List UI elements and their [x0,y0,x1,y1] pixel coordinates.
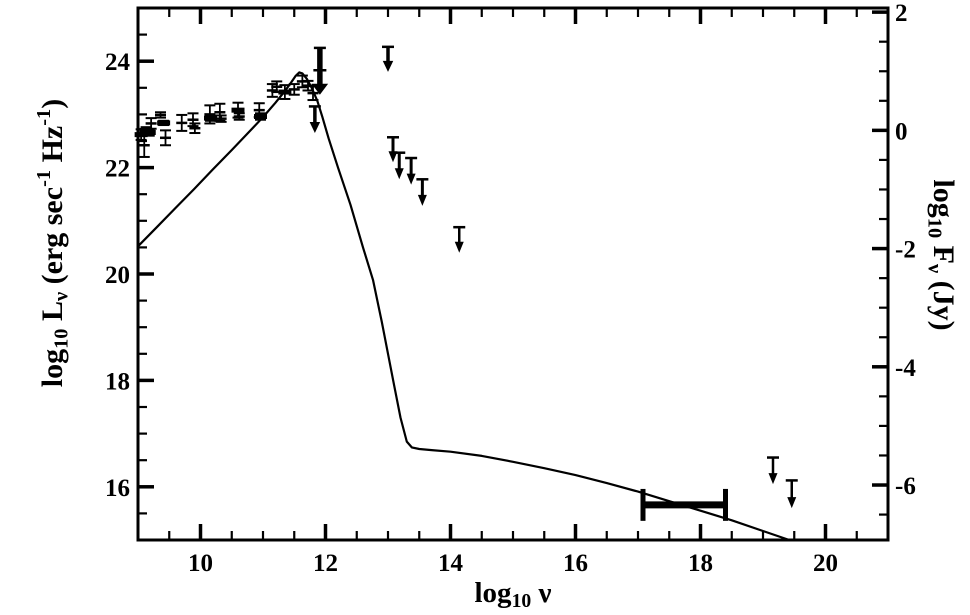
arrowhead [417,194,427,206]
detection-point [160,129,171,147]
plot-frame [136,6,890,542]
detection-point [145,117,157,130]
x-tick-label: 18 [688,550,713,577]
detection-point [155,111,166,119]
detection-point [215,114,227,123]
y-left-tick-label: 24 [105,49,131,76]
arrowhead [388,151,398,163]
detection-point [288,83,300,96]
upper-limit-arrow [405,156,418,185]
upper-limit-arrow [785,479,798,509]
arrowhead [454,241,464,253]
y-left-tick-label: 22 [105,156,130,183]
detection-point [142,128,156,137]
y-right-tick-label: -6 [895,473,916,500]
detection-point [189,122,201,135]
upper-limit-arrow [311,46,329,95]
y-right-axis-label: log10 Fν (Jy) [924,179,960,330]
upper-limit-arrow [767,456,779,485]
y-right-tick-label: 0 [895,118,908,145]
y-left-axis-label: log10 Lν (erg sec-1 Hz-1) [33,99,72,387]
detection-point [254,112,267,121]
x-tick-label: 20 [813,550,838,577]
upper-limit-arrow [387,136,399,163]
arrowhead [309,122,321,134]
arrowhead [787,497,797,509]
upper-limit-arrow [308,105,321,134]
y-left-tick-label: 18 [105,368,130,395]
arrowhead [311,83,329,95]
detection-point [204,114,217,122]
y-right-tick-label: -4 [895,355,916,382]
upper-limit-arrow [382,45,394,72]
upper-limit-arrow [416,178,429,206]
x-tick-label: 14 [438,550,464,577]
arrowhead [768,473,778,485]
detection-point [233,112,245,121]
arrowhead [406,173,416,185]
arrowhead [382,60,394,72]
x-tick-label: 12 [313,550,338,577]
y-left-tick-label: 16 [105,475,130,502]
x-axis-label: log10 ν [475,577,552,612]
y-right-tick-label: 2 [895,0,908,27]
upper-limit-arrow [453,225,466,253]
detection-point [271,80,283,94]
y-left-tick-label: 20 [105,262,130,289]
upper-limit-arrow [393,151,406,180]
x-tick-label: 16 [563,550,588,577]
detection-point [176,113,188,132]
y-right-tick-label: -2 [895,237,916,264]
x-tick-label: 10 [188,550,213,577]
detection-point [157,119,171,127]
xray-range-bar [640,488,728,521]
model-curve [137,71,790,542]
arrowhead [394,168,404,180]
detection-point [278,84,292,100]
